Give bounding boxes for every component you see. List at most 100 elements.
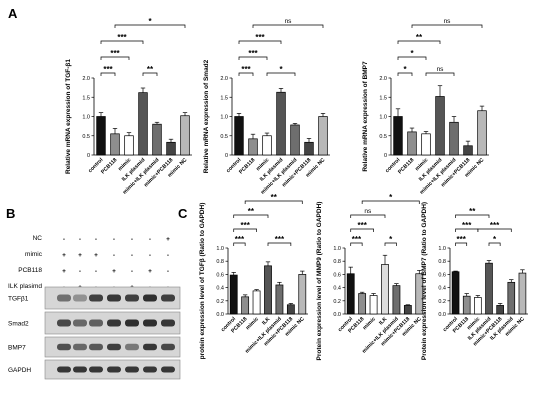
bar-4 bbox=[435, 96, 445, 156]
x-category-label: ILK bbox=[261, 316, 271, 326]
significance-bracket bbox=[233, 214, 269, 218]
y-tick-label: 0.8 bbox=[333, 259, 341, 265]
panel-letter-c: C bbox=[178, 206, 188, 221]
y-tick-label: 0.8 bbox=[438, 259, 446, 265]
bar-4 bbox=[485, 262, 493, 315]
y-tick-label: 0.2 bbox=[333, 299, 341, 305]
significance-label: ** bbox=[416, 33, 423, 42]
bar-3 bbox=[369, 295, 378, 315]
blot-band bbox=[57, 294, 71, 302]
condition-sign: - bbox=[131, 252, 133, 259]
y-tick-label: 0 bbox=[225, 153, 228, 159]
significance-bracket bbox=[488, 242, 501, 246]
chart-1: 0 0.5 1.0 1.5 2.0 Relative mRNA expression of… bbox=[65, 17, 192, 196]
y-tick-label: 0.0 bbox=[438, 312, 446, 318]
bar-7 bbox=[477, 110, 487, 156]
blot-band bbox=[89, 343, 103, 351]
condition-sign: - bbox=[149, 236, 151, 243]
y-axis-label: protein expression level of TGFβ (Ratio … bbox=[199, 203, 206, 360]
significance-bracket bbox=[397, 56, 427, 60]
bar-3 bbox=[421, 133, 431, 156]
y-tick-label: 0.0 bbox=[333, 312, 341, 318]
significance-label: *** bbox=[103, 65, 113, 74]
significance-bracket bbox=[425, 72, 455, 76]
blot-band bbox=[125, 294, 139, 302]
bar-1 bbox=[451, 271, 460, 315]
y-tick-label: 0.6 bbox=[333, 272, 341, 278]
blot-band bbox=[143, 366, 157, 373]
blot-row-label: GAPDH bbox=[8, 367, 31, 374]
blot-band bbox=[143, 319, 157, 327]
significance-label: ** bbox=[469, 207, 476, 216]
bar-3 bbox=[124, 135, 134, 156]
significance-label: * bbox=[403, 65, 407, 74]
condition-sign: - bbox=[95, 268, 97, 275]
bar-3 bbox=[474, 297, 482, 315]
significance-bracket bbox=[455, 214, 490, 218]
y-tick-label: 1.0 bbox=[82, 115, 90, 121]
significance-bracket bbox=[350, 214, 386, 218]
significance-label: * bbox=[148, 17, 152, 26]
y-tick-label: 1.0 bbox=[220, 115, 228, 121]
blot-band bbox=[161, 294, 175, 302]
significance-label: ** bbox=[271, 193, 278, 202]
bar-2 bbox=[241, 296, 250, 315]
chart-5: 0.0 0.2 0.4 0.6 0.8 1.0 Protein expression lev… bbox=[316, 193, 425, 360]
condition-sign: - bbox=[63, 236, 65, 243]
significance-label: *** bbox=[490, 221, 500, 230]
bar-6 bbox=[304, 141, 314, 156]
blot-band bbox=[73, 319, 87, 327]
bar-5 bbox=[152, 123, 162, 156]
condition-sign: + bbox=[94, 252, 98, 259]
y-tick-label: 0 bbox=[384, 153, 387, 159]
significance-bracket bbox=[114, 24, 186, 28]
blot-band bbox=[57, 366, 71, 373]
blot-band bbox=[125, 343, 139, 351]
western-blot: NC - - - - - - + mimic + + + - - - - PCB118 + - - + - + - ILK pl… bbox=[8, 235, 181, 380]
y-tick-label: 0.8 bbox=[216, 259, 224, 265]
significance-bracket bbox=[350, 242, 363, 246]
significance-bracket bbox=[233, 228, 257, 232]
bar-4 bbox=[264, 265, 272, 315]
significance-bracket bbox=[266, 72, 296, 76]
chart-6: 0.0 0.2 0.4 0.6 0.8 1.0 Protein expression lev… bbox=[421, 202, 528, 360]
bar-3 bbox=[262, 135, 272, 156]
y-tick-label: 0.0 bbox=[216, 312, 224, 318]
blot-band bbox=[143, 343, 157, 351]
blot-band bbox=[143, 294, 157, 302]
chart-4: 0.0 0.2 0.4 0.6 0.8 1.0 protein expression lev… bbox=[199, 193, 308, 359]
bar-5 bbox=[449, 121, 459, 156]
significance-label: *** bbox=[117, 33, 127, 42]
condition-sign: + bbox=[166, 236, 170, 243]
y-axis-label: Relative mRNA expression of Smad2 bbox=[203, 59, 210, 173]
bar-1 bbox=[393, 116, 403, 156]
condition-sign: - bbox=[113, 236, 115, 243]
y-tick-label: 0.4 bbox=[216, 286, 224, 292]
significance-bracket bbox=[384, 242, 397, 246]
bar-6 bbox=[286, 304, 295, 315]
significance-label: *** bbox=[235, 235, 245, 244]
significance-bracket bbox=[238, 40, 282, 44]
condition-sign: - bbox=[167, 252, 169, 259]
y-tick-label: 0.5 bbox=[220, 134, 228, 140]
significance-label: *** bbox=[241, 65, 251, 74]
significance-bracket bbox=[233, 242, 246, 246]
condition-sign: - bbox=[131, 236, 133, 243]
significance-bracket bbox=[350, 228, 374, 232]
blot-band bbox=[89, 294, 103, 302]
significance-bracket bbox=[455, 242, 468, 246]
significance-label: * bbox=[410, 49, 414, 58]
significance-label: ** bbox=[248, 207, 255, 216]
bar-2 bbox=[110, 133, 120, 156]
panel-letter-b: B bbox=[6, 206, 15, 221]
significance-bracket bbox=[238, 56, 268, 60]
bar-6 bbox=[403, 305, 412, 315]
y-tick-label: 1.0 bbox=[438, 246, 446, 252]
y-tick-label: 0.4 bbox=[333, 286, 341, 292]
blot-band bbox=[125, 319, 139, 327]
significance-label: *** bbox=[110, 49, 120, 58]
x-category-label: PCB118 bbox=[100, 157, 118, 175]
significance-bracket bbox=[411, 24, 483, 28]
blot-band bbox=[161, 343, 175, 351]
significance-label: * bbox=[493, 235, 497, 244]
